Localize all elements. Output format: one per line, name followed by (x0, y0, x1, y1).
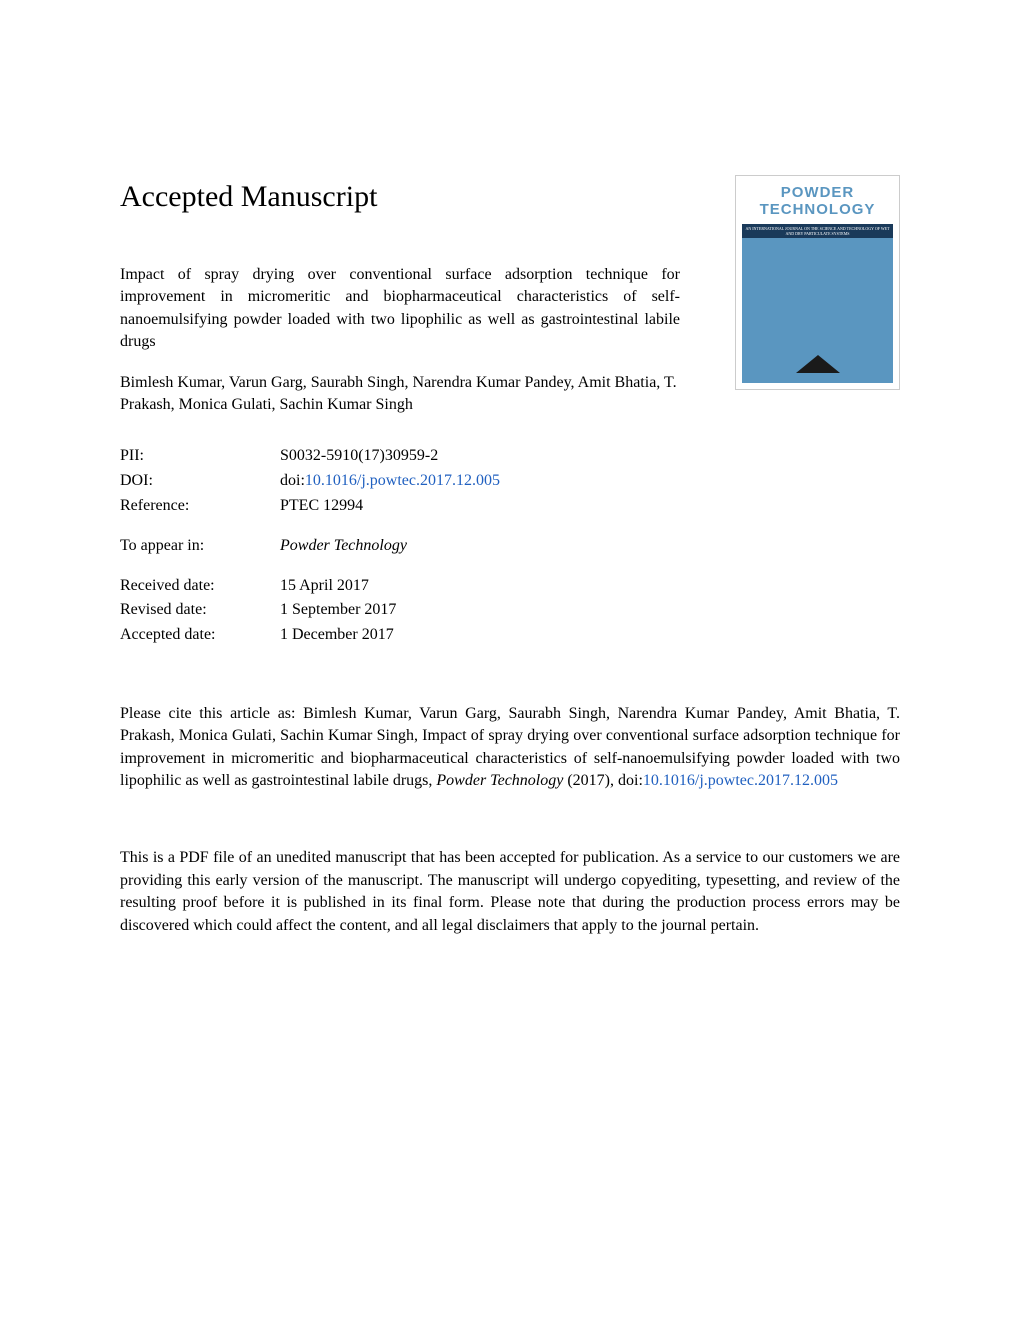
disclaimer-text: This is a PDF file of an unedited manusc… (120, 847, 900, 937)
citation-year: (2017), doi: (563, 772, 643, 789)
journal-subtitle-bar: AN INTERNATIONAL JOURNAL ON THE SCIENCE … (742, 224, 893, 238)
revised-label: Revised date: (120, 598, 280, 623)
journal-name-line1: POWDER (742, 185, 893, 202)
doi-value: doi:10.1016/j.powtec.2017.12.005 (280, 469, 500, 494)
metadata-table: PII: S0032-5910(17)30959-2 DOI: doi:10.1… (120, 444, 900, 518)
reference-label: Reference: (120, 494, 280, 519)
appear-value: Powder Technology (280, 534, 407, 559)
doi-prefix: doi: (280, 472, 305, 489)
journal-cover-bg: POWDER TECHNOLOGY AN INTERNATIONAL JOURN… (742, 182, 893, 383)
doi-link[interactable]: 10.1016/j.powtec.2017.12.005 (305, 472, 500, 489)
reference-value: PTEC 12994 (280, 494, 363, 519)
citation-doi-link[interactable]: 10.1016/j.powtec.2017.12.005 (643, 772, 838, 789)
appear-label: To appear in: (120, 534, 280, 559)
accepted-label: Accepted date: (120, 623, 280, 648)
journal-name-line2: TECHNOLOGY (742, 202, 893, 219)
journal-cover-header: POWDER TECHNOLOGY (742, 182, 893, 224)
doi-label: DOI: (120, 469, 280, 494)
metadata-appear: To appear in: Powder Technology (120, 534, 900, 559)
accepted-value: 1 December 2017 (280, 623, 394, 648)
meta-row-revised: Revised date: 1 September 2017 (120, 598, 900, 623)
citation-text: Please cite this article as: Bimlesh Kum… (120, 703, 900, 793)
journal-triangle-icon (796, 355, 840, 373)
meta-row-received: Received date: 15 April 2017 (120, 574, 900, 599)
received-value: 15 April 2017 (280, 574, 369, 599)
metadata-dates: Received date: 15 April 2017 Revised dat… (120, 574, 900, 648)
meta-row-pii: PII: S0032-5910(17)30959-2 (120, 444, 900, 469)
meta-row-reference: Reference: PTEC 12994 (120, 494, 900, 519)
meta-row-accepted: Accepted date: 1 December 2017 (120, 623, 900, 648)
pii-value: S0032-5910(17)30959-2 (280, 444, 438, 469)
authors-list: Bimlesh Kumar, Varun Garg, Saurabh Singh… (120, 372, 680, 417)
meta-row-appear: To appear in: Powder Technology (120, 534, 900, 559)
revised-value: 1 September 2017 (280, 598, 396, 623)
citation-journal: Powder Technology (436, 772, 563, 789)
paper-title: Impact of spray drying over conventional… (120, 264, 680, 354)
journal-cover-thumbnail: POWDER TECHNOLOGY AN INTERNATIONAL JOURN… (735, 175, 900, 390)
received-label: Received date: (120, 574, 280, 599)
pii-label: PII: (120, 444, 280, 469)
meta-row-doi: DOI: doi:10.1016/j.powtec.2017.12.005 (120, 469, 900, 494)
